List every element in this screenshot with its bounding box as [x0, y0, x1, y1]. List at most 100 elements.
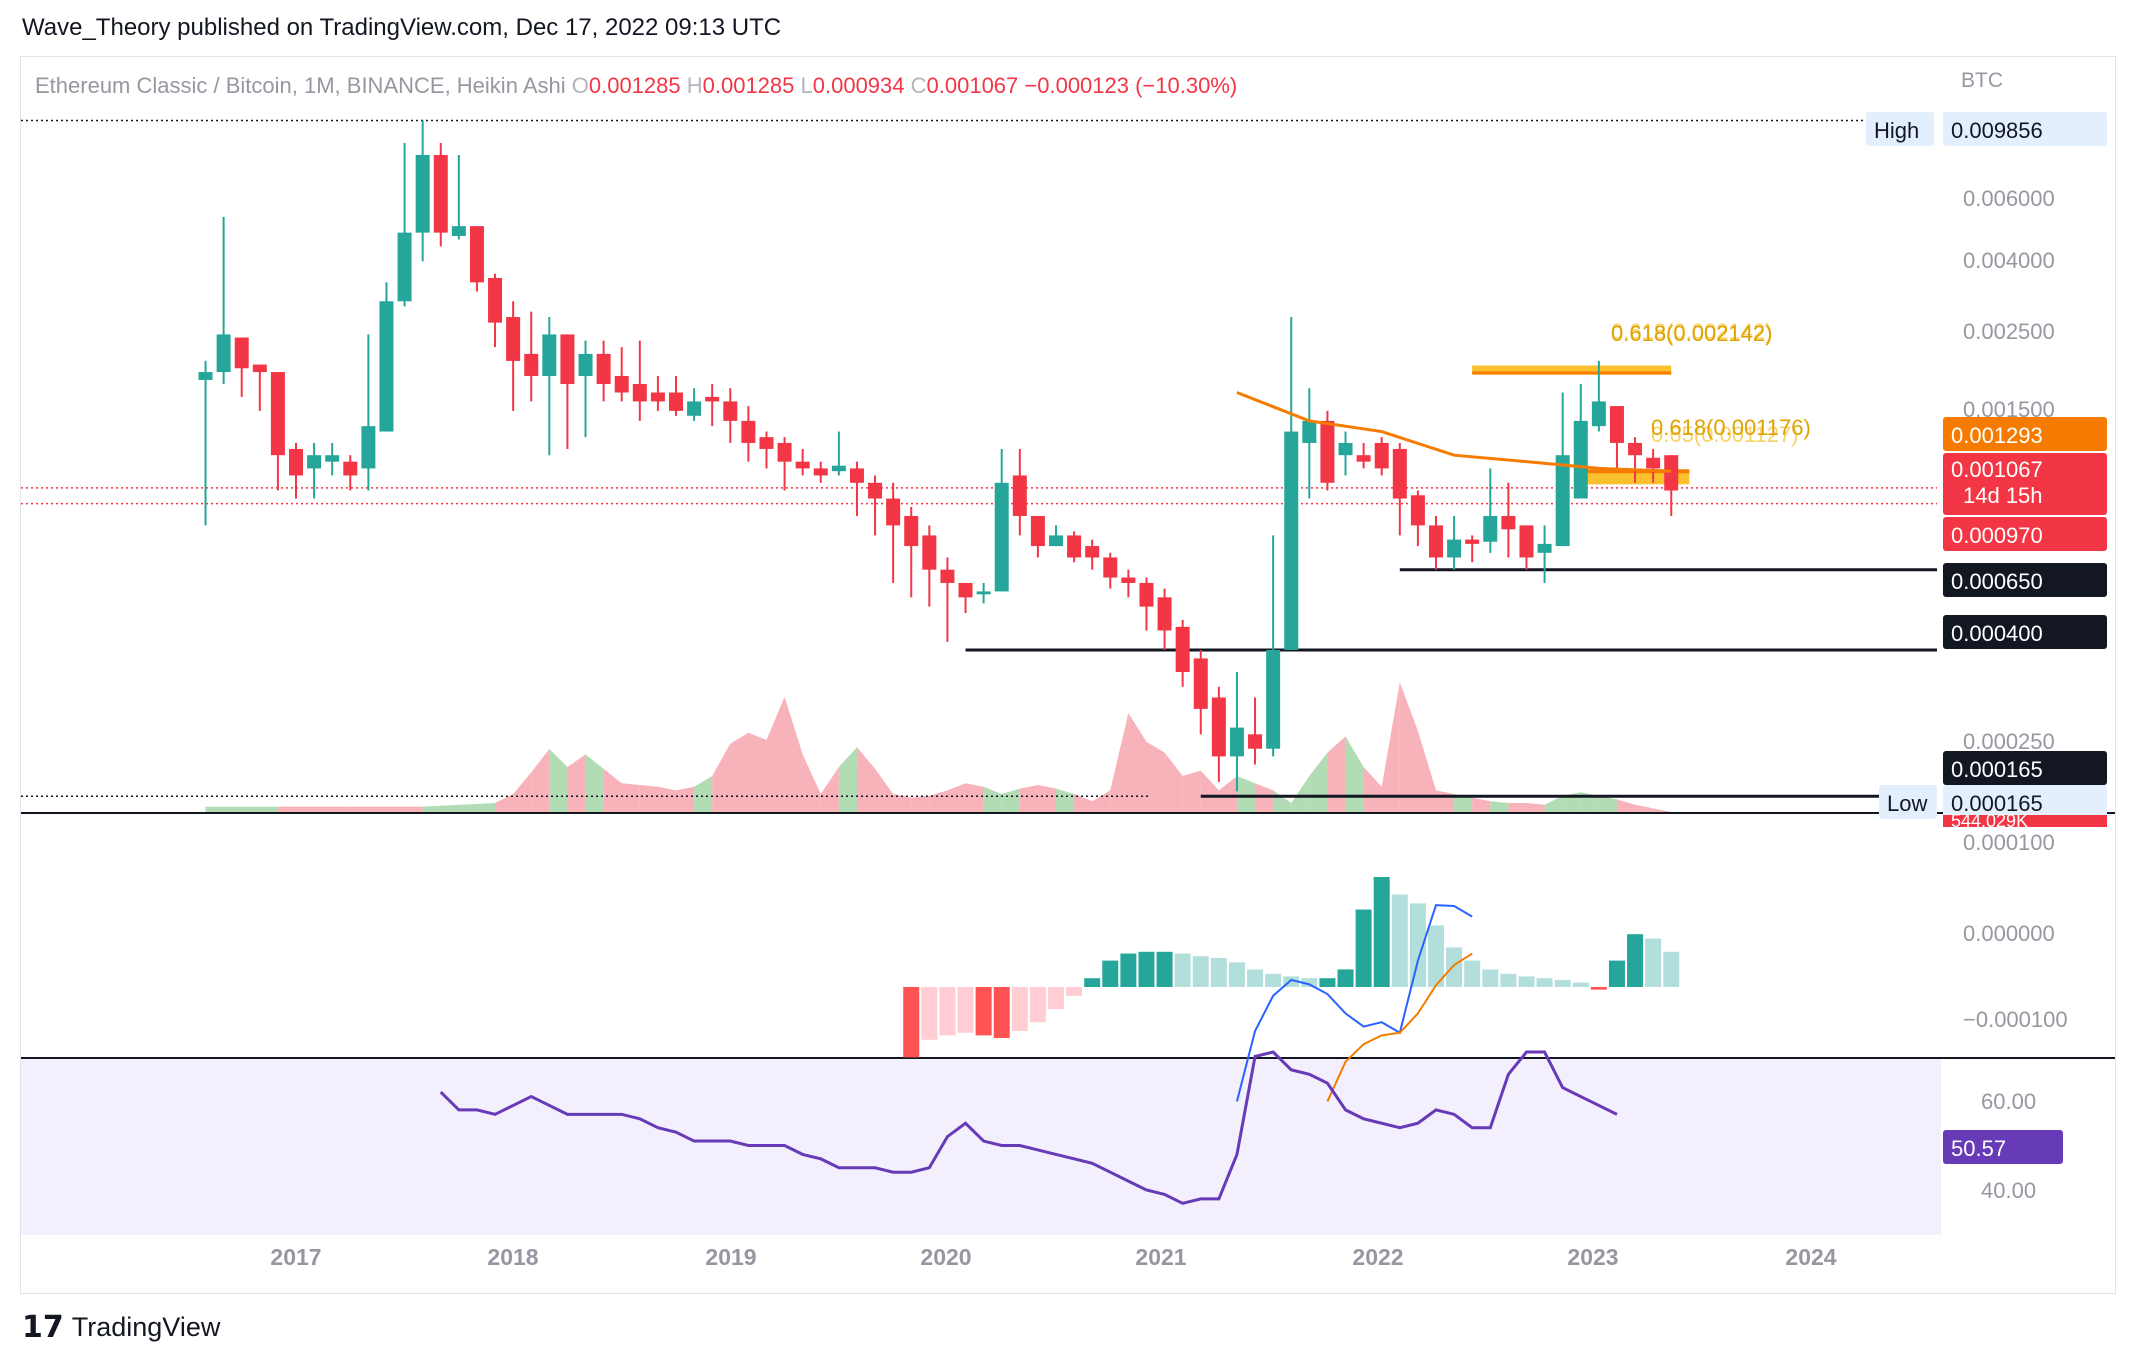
macd-bar [1409, 903, 1426, 987]
candle-body [1628, 442, 1643, 456]
candle-body [632, 384, 647, 402]
candle-body [994, 482, 1009, 592]
fib-label-lower-ghost: 0.65(0.001127) [1651, 422, 1799, 447]
ha-close-tag: 0.000970 [1951, 523, 2043, 548]
rsi-value-tag: 50.57 [1951, 1136, 2006, 1161]
fib-label-upper-ghost: 0.618(0.002142) [1611, 319, 1772, 344]
candle-body [415, 154, 430, 233]
volume-segment [730, 732, 749, 812]
price-tick-label: 0.006000 [1963, 186, 2055, 211]
candle-body [289, 448, 303, 476]
tradingview-logo[interactable]: 17 TradingView [22, 1310, 220, 1345]
legend-o-key: O [572, 73, 589, 98]
macd-histogram [903, 877, 1680, 1058]
candle-body [596, 353, 611, 385]
macd-bar [1192, 956, 1209, 987]
volume-segment [1417, 731, 1436, 812]
macd-bar [1337, 969, 1354, 987]
volume-segment [712, 743, 731, 812]
candle-body [1410, 495, 1425, 526]
candle-body [1193, 658, 1208, 709]
candle-body [1139, 582, 1154, 607]
volume-segment [1526, 803, 1545, 812]
time-tick-label: 2018 [487, 1244, 538, 1270]
legend-change: −0.000123 (−10.30%) [1024, 73, 1237, 98]
macd-bar [957, 987, 974, 1033]
volume-segment [1345, 736, 1364, 812]
candle-body [1609, 406, 1624, 443]
macd-bar [1590, 987, 1607, 990]
volume-segment [205, 806, 278, 812]
candle-body [1302, 420, 1317, 443]
macd-bar [975, 987, 992, 1036]
ha-close-tag-bg [1943, 517, 2107, 551]
support-1-tag: 0.000650 [1951, 569, 2043, 594]
macd-tick-label: 0.000100 [1963, 830, 2055, 855]
high-value-tag-bg [1943, 112, 2107, 146]
volume-segment [856, 747, 876, 812]
macd-bar [1391, 894, 1408, 987]
candle-body [1320, 420, 1335, 483]
volume-segment [676, 786, 695, 812]
volume-segment [549, 749, 568, 812]
macd-bar [1608, 960, 1625, 987]
volume-segment [1200, 770, 1219, 812]
candle-body [1030, 515, 1045, 547]
volume-segment [983, 786, 1002, 812]
volume-area [205, 682, 1672, 812]
volume-segment [1544, 795, 1563, 812]
chart-svg[interactable]: Ethereum Classic / Bitcoin, 1M, BINANCE,… [21, 57, 2115, 1293]
tradingview-logo-text: TradingView [71, 1312, 221, 1342]
candle-body [759, 437, 774, 449]
candle-body [777, 442, 792, 462]
rsi-tick-label: 40.00 [1981, 1178, 2036, 1203]
candle-body [542, 334, 557, 376]
support-2-tag-bg [1943, 615, 2107, 649]
macd-bar [1319, 978, 1336, 987]
candle-body [705, 396, 720, 402]
volume-segment [585, 754, 604, 812]
candle-body [216, 334, 231, 373]
last-price-tag-bg [1943, 453, 2107, 515]
candle-body [886, 498, 901, 526]
candle-body [451, 226, 466, 236]
fib-zone-upper [1472, 365, 1672, 375]
volume-segment [820, 767, 839, 812]
volume-segment [1037, 785, 1056, 812]
macd-bar [903, 987, 920, 1058]
candle-body [976, 591, 991, 595]
candle-body [1555, 455, 1570, 547]
chart-frame: Ethereum Classic / Bitcoin, 1M, BINANCE,… [20, 56, 2116, 1294]
high-label-tag: High [1874, 118, 1919, 143]
volume-segment [1074, 794, 1093, 812]
volume-segment [1309, 752, 1328, 812]
candle-body [1103, 557, 1118, 578]
candle-body [723, 401, 738, 421]
candle-body [1483, 515, 1498, 542]
candle-body [1465, 539, 1480, 544]
volume-segment [694, 776, 713, 812]
volume-segment [513, 772, 532, 812]
macd-bar [1156, 951, 1173, 987]
volume-segment [1635, 804, 1654, 812]
candle-body [1012, 475, 1027, 516]
time-tick-label: 2019 [705, 1244, 756, 1270]
macd-bar [1500, 973, 1517, 987]
candle-body [506, 317, 521, 361]
candle-body [1646, 457, 1661, 469]
time-tick-label: 2024 [1785, 1244, 1836, 1270]
candle-body [813, 468, 828, 476]
legend-c-key: C [911, 73, 927, 98]
price-tick-label: 0.002500 [1963, 319, 2055, 344]
time-tick-label: 2022 [1352, 1244, 1403, 1270]
macd-bar [1446, 947, 1463, 987]
volume-segment [422, 803, 496, 812]
volume-segment [1236, 776, 1256, 812]
candle-body [1248, 734, 1263, 749]
candle-body [1067, 535, 1082, 558]
candle-body [307, 455, 322, 469]
volume-segment [965, 783, 984, 812]
candle-body [198, 372, 213, 380]
candle-body [1266, 649, 1281, 749]
candles [198, 120, 1679, 792]
